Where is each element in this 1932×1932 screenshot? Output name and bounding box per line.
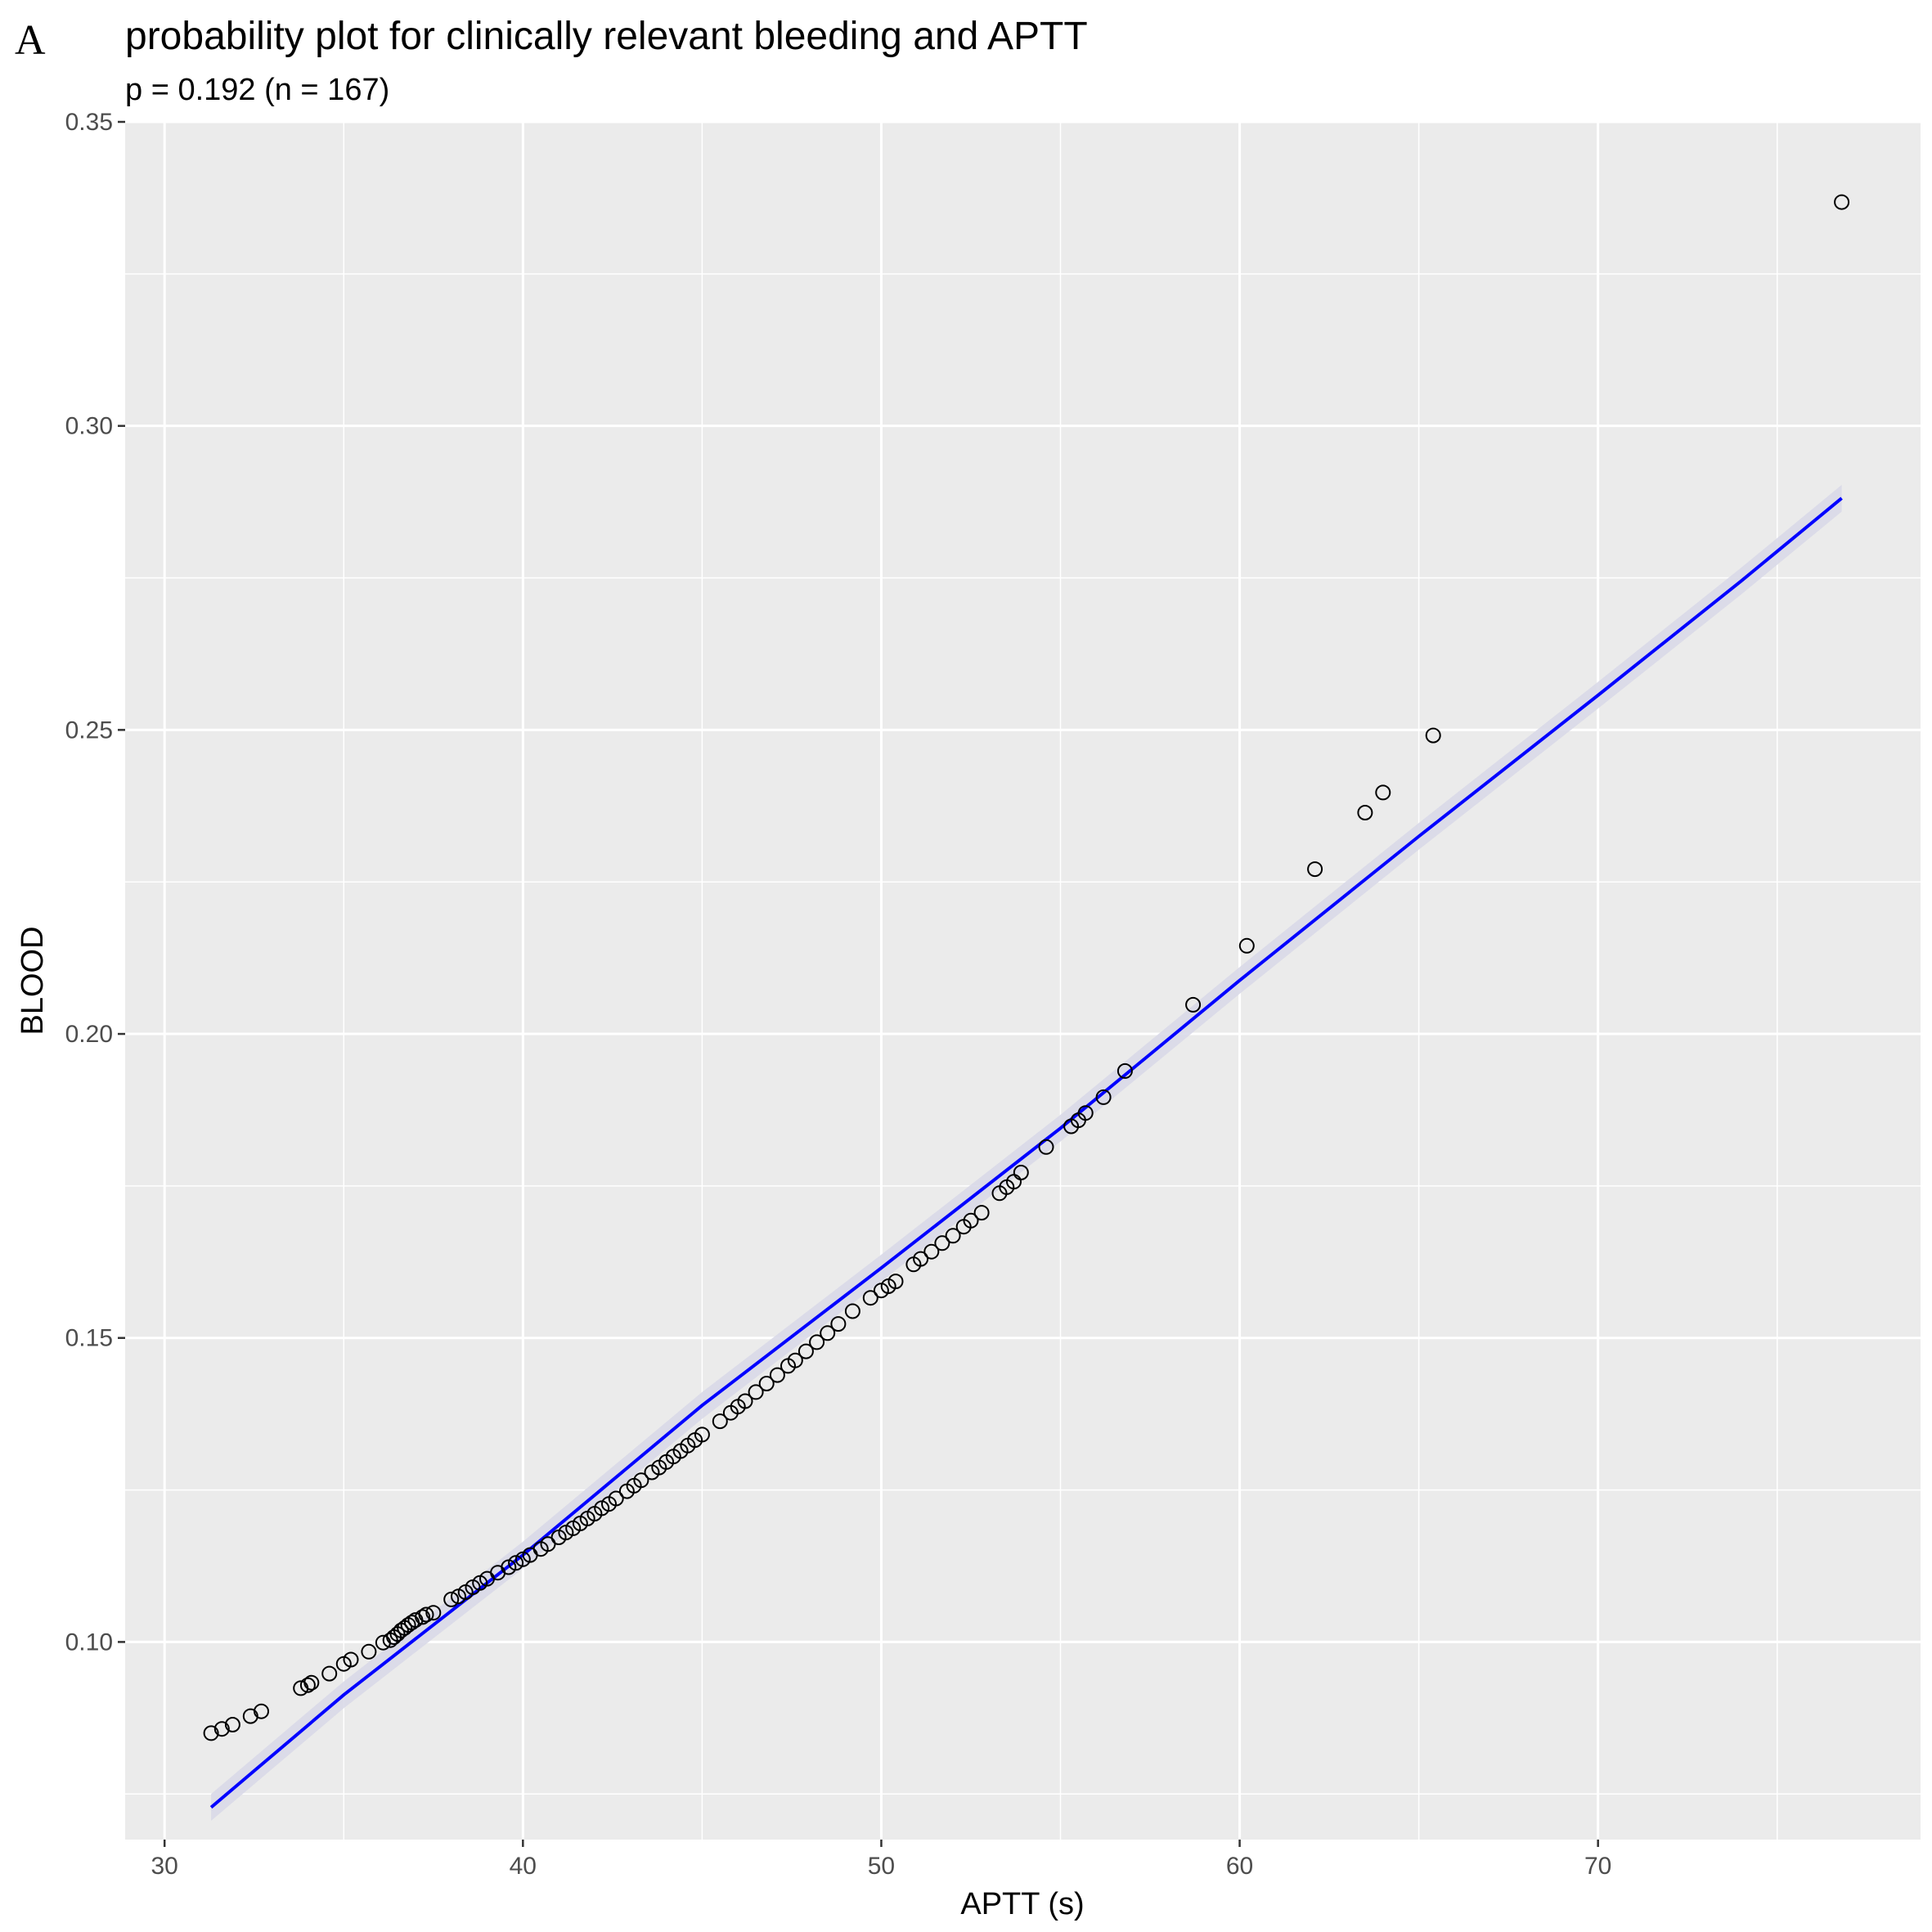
data-point [712, 1413, 728, 1430]
data-point [321, 1665, 338, 1682]
data-point [737, 1393, 753, 1409]
data-point [923, 1243, 940, 1260]
data-point [1375, 784, 1391, 801]
chart-subtitle: p = 0.192 (n = 167) [125, 73, 389, 107]
data-point [415, 1609, 431, 1625]
minor-gridlines [125, 122, 1921, 1840]
panel-letter: A [15, 17, 46, 64]
data-point [299, 1677, 316, 1693]
x-tick-label: 60 [1226, 1853, 1253, 1880]
data-point [945, 1228, 961, 1244]
data-point [254, 1703, 269, 1719]
y-tick-label: 0.10 [65, 1629, 113, 1656]
data-point [1077, 1105, 1094, 1121]
data-point [1425, 727, 1441, 744]
data-point [1238, 937, 1255, 954]
y-tick-label: 0.25 [65, 717, 113, 744]
x-tick-label: 70 [1584, 1853, 1611, 1880]
data-point [203, 1725, 219, 1741]
data-point [508, 1555, 524, 1571]
y-tick-label: 0.20 [65, 1021, 113, 1048]
data-point [633, 1472, 649, 1489]
data-point [862, 1290, 878, 1306]
x-axis-title: APTT (s) [960, 1887, 1084, 1921]
chart-title: probability plot for clinically relevant… [125, 15, 1088, 58]
data-point [224, 1717, 240, 1732]
data-point [1095, 1089, 1112, 1105]
data-point [213, 1721, 230, 1737]
data-point [1038, 1139, 1054, 1155]
data-point [1185, 996, 1202, 1013]
data-point [361, 1643, 377, 1660]
data-point [443, 1591, 460, 1607]
data-point [798, 1343, 814, 1359]
x-tick-label: 40 [510, 1853, 537, 1880]
data-point [1013, 1165, 1029, 1180]
x-axis-ticks: 30 40 50 60 70 [151, 1840, 1611, 1880]
data-point [844, 1303, 860, 1319]
data-point [973, 1205, 990, 1221]
data-point [303, 1674, 320, 1691]
y-tick-label: 0.35 [65, 109, 113, 136]
data-point [830, 1316, 847, 1332]
data-point [758, 1376, 775, 1391]
data-point [608, 1490, 624, 1507]
y-axis-ticks: 0.10 0.15 0.20 0.25 0.30 0.35 [65, 109, 125, 1656]
data-point [343, 1651, 359, 1668]
x-tick-label: 30 [151, 1853, 178, 1880]
data-point [748, 1384, 764, 1400]
data-point [769, 1367, 785, 1383]
data-point [934, 1235, 950, 1251]
x-tick-label: 50 [868, 1853, 895, 1880]
data-points [203, 194, 1850, 1741]
data-point [913, 1251, 929, 1267]
data-point [787, 1352, 803, 1368]
data-point [425, 1605, 442, 1621]
y-tick-label: 0.15 [65, 1325, 113, 1352]
data-point [887, 1274, 904, 1290]
data-point [1307, 861, 1323, 878]
plot-panel-background [125, 122, 1921, 1840]
y-tick-label: 0.30 [65, 413, 113, 440]
data-point [820, 1325, 836, 1341]
data-point [694, 1427, 710, 1443]
y-axis-title: BLOOD [16, 926, 50, 1035]
data-point [1357, 805, 1373, 820]
data-point [809, 1334, 825, 1350]
data-point [963, 1212, 979, 1229]
data-point [418, 1606, 434, 1623]
data-point [1834, 194, 1850, 210]
data-point [1117, 1063, 1133, 1079]
